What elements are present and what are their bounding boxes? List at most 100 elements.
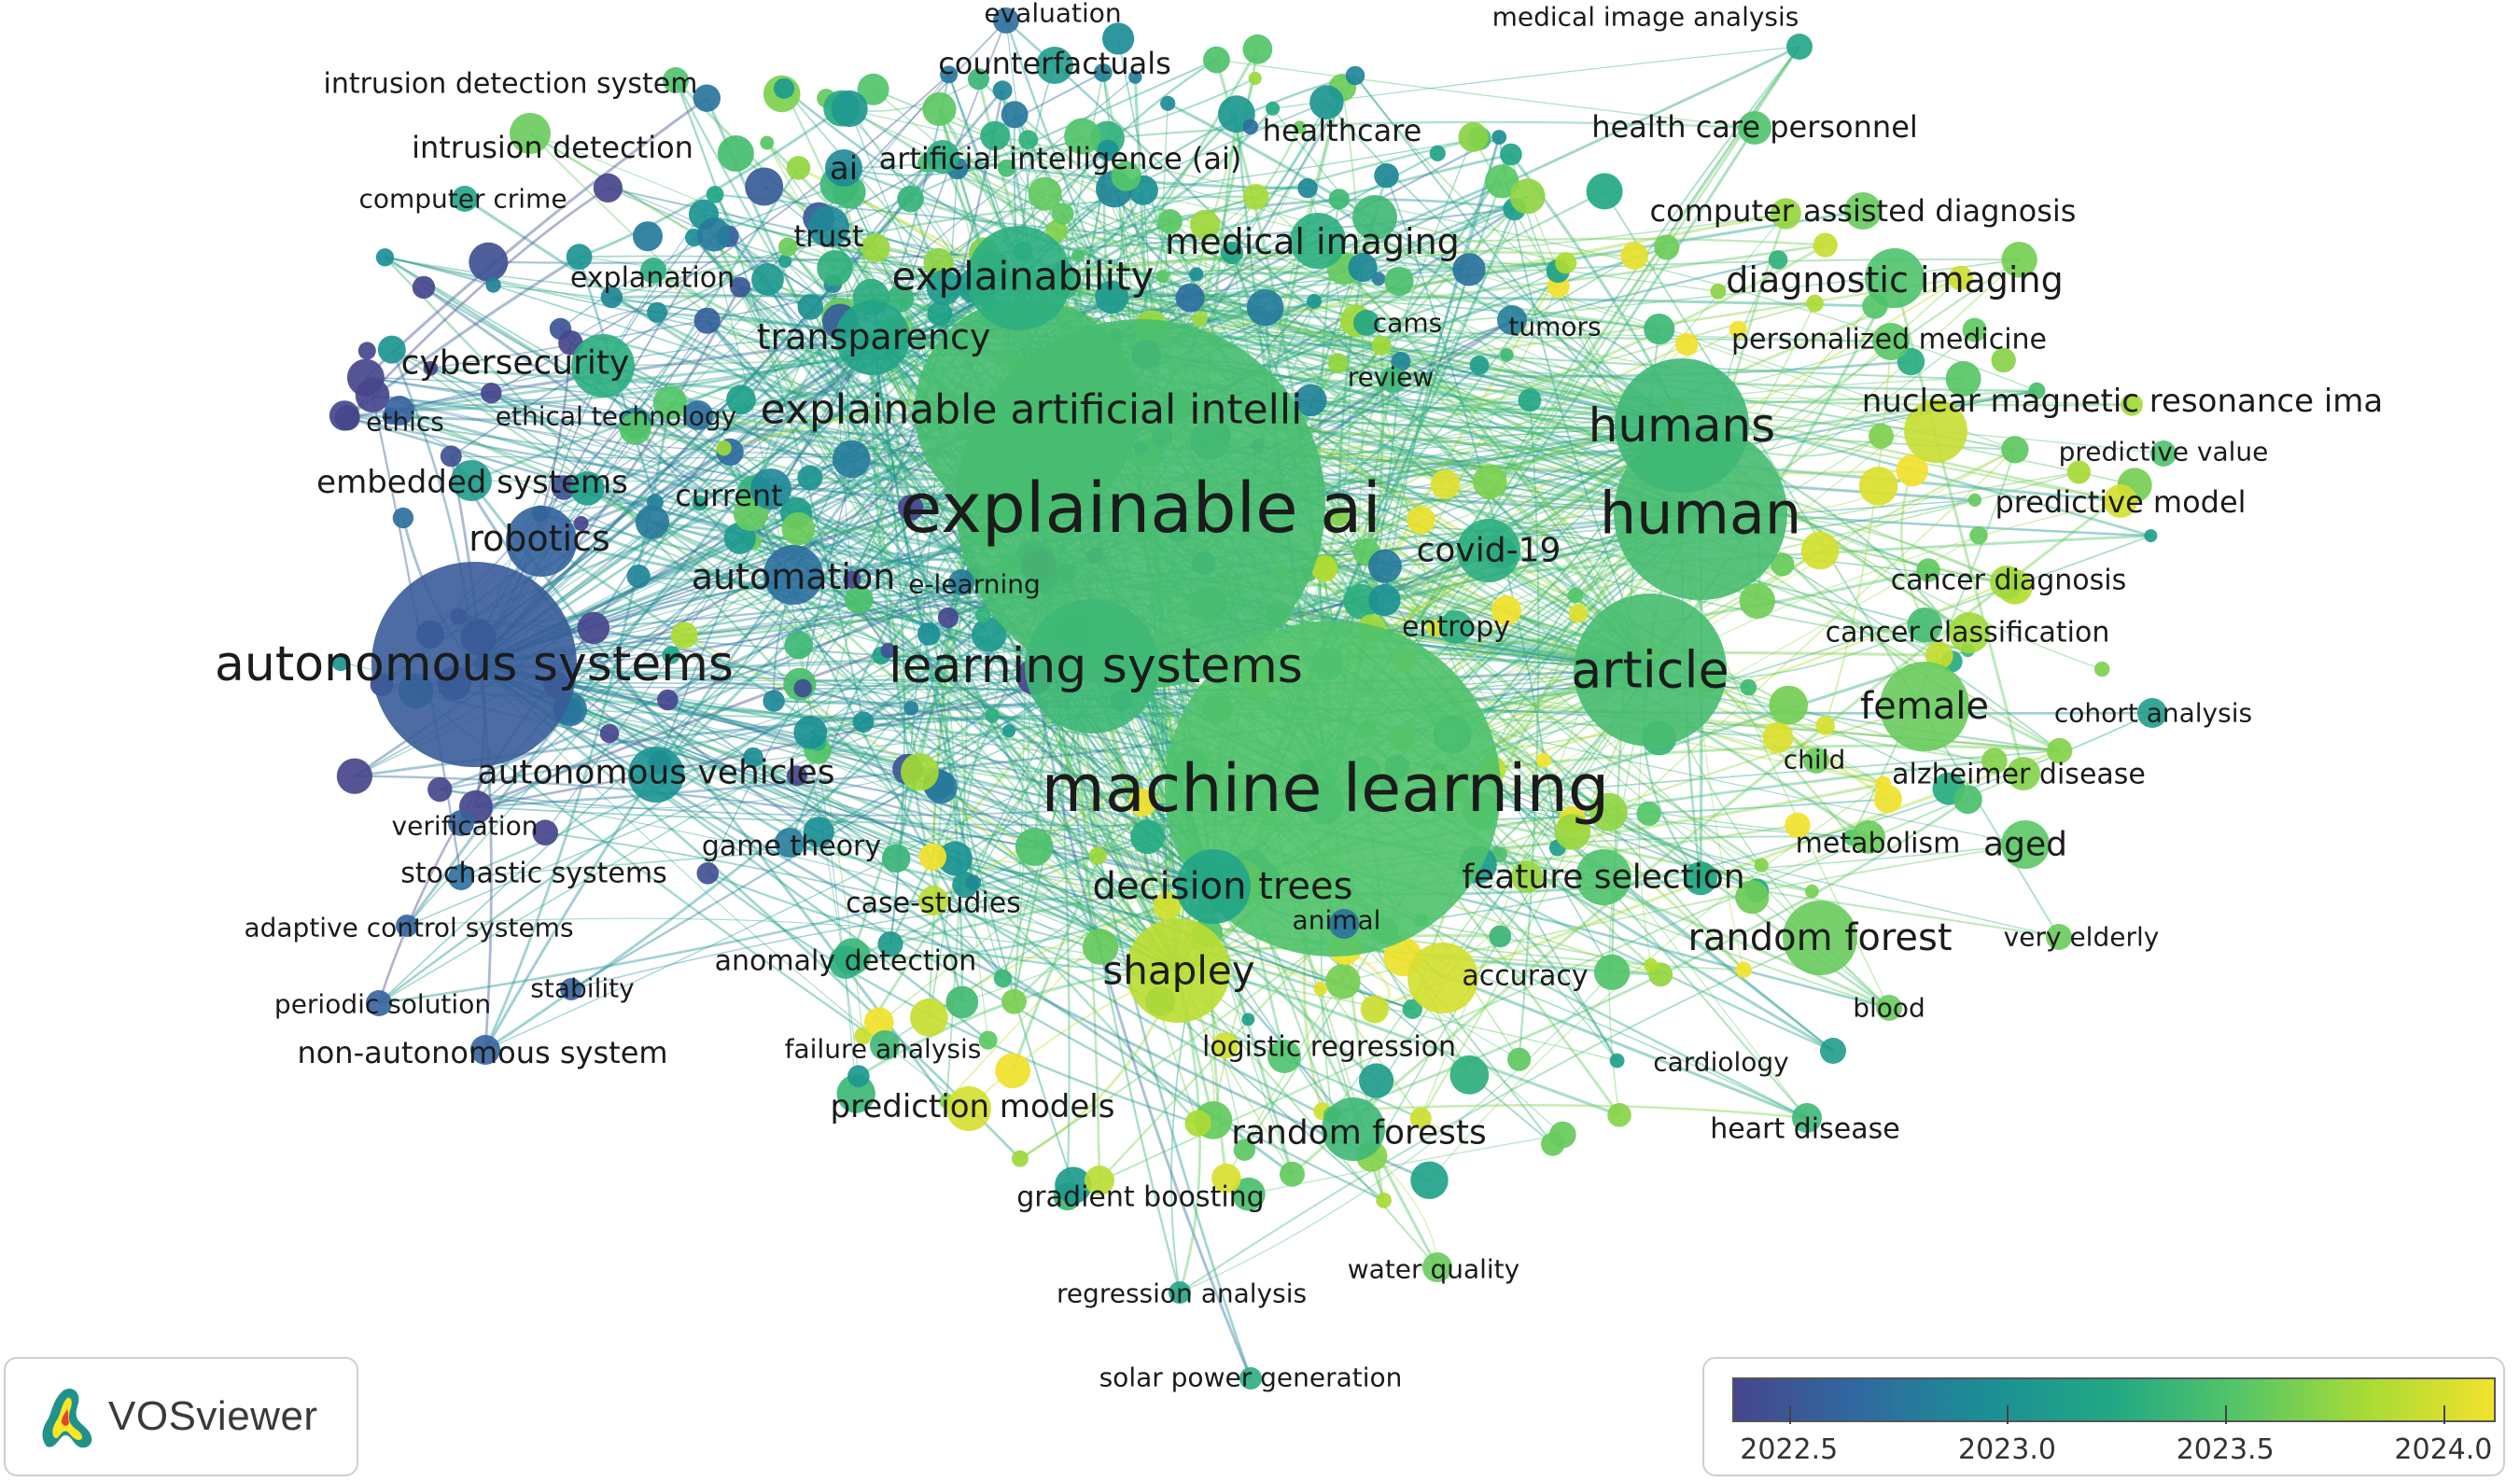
keyword-node[interactable] bbox=[784, 630, 814, 660]
keyword-node[interactable] bbox=[693, 84, 721, 112]
keyword-node[interactable] bbox=[1295, 384, 1327, 417]
keyword-node[interactable] bbox=[887, 285, 915, 313]
keyword-node[interactable] bbox=[763, 545, 823, 605]
keyword-node[interactable] bbox=[1449, 1055, 1490, 1095]
keyword-node[interactable] bbox=[1593, 954, 1631, 990]
keyword-node[interactable] bbox=[847, 1065, 870, 1087]
keyword-node[interactable] bbox=[1036, 47, 1073, 84]
keyword-node[interactable] bbox=[1246, 288, 1284, 327]
keyword-node[interactable] bbox=[1325, 964, 1361, 999]
keyword-node[interactable] bbox=[573, 515, 589, 531]
keyword-node[interactable] bbox=[917, 622, 941, 646]
keyword-node[interactable] bbox=[423, 360, 439, 376]
keyword-node[interactable] bbox=[2028, 382, 2046, 399]
keyword-node[interactable] bbox=[1220, 241, 1244, 265]
keyword-node[interactable] bbox=[898, 495, 924, 521]
keyword-node[interactable] bbox=[897, 185, 924, 213]
keyword-node[interactable] bbox=[1353, 310, 1379, 336]
keyword-node[interactable] bbox=[1469, 355, 1490, 375]
keyword-node[interactable] bbox=[903, 701, 919, 716]
keyword-node[interactable] bbox=[1762, 721, 1794, 753]
keyword-node[interactable] bbox=[1509, 178, 1546, 215]
keyword-node[interactable] bbox=[854, 1027, 872, 1045]
keyword-node[interactable] bbox=[1203, 46, 1230, 74]
keyword-node[interactable] bbox=[940, 65, 959, 84]
keyword-node[interactable] bbox=[1085, 1166, 1114, 1195]
keyword-node[interactable] bbox=[1242, 184, 1269, 210]
keyword-node[interactable] bbox=[1410, 1161, 1449, 1199]
keyword-node[interactable] bbox=[396, 915, 418, 937]
keyword-node[interactable] bbox=[599, 723, 620, 744]
keyword-node[interactable] bbox=[1153, 891, 1182, 921]
keyword-node[interactable] bbox=[1189, 209, 1221, 241]
keyword-node[interactable] bbox=[1093, 63, 1113, 82]
keyword-node[interactable] bbox=[452, 186, 478, 212]
keyword-node[interactable] bbox=[1231, 1177, 1266, 1211]
keyword-node[interactable] bbox=[1157, 209, 1183, 234]
keyword-node[interactable] bbox=[857, 73, 889, 105]
keyword-node[interactable] bbox=[946, 1086, 991, 1131]
keyword-node[interactable] bbox=[1001, 724, 1016, 738]
keyword-node[interactable] bbox=[1422, 1252, 1452, 1282]
keyword-node[interactable] bbox=[427, 776, 453, 803]
keyword-node[interactable] bbox=[797, 294, 824, 320]
keyword-node[interactable] bbox=[1248, 71, 1262, 86]
keyword-node[interactable] bbox=[1729, 320, 1747, 339]
keyword-node[interactable] bbox=[1407, 506, 1435, 535]
keyword-node[interactable] bbox=[377, 335, 406, 364]
keyword-node[interactable] bbox=[1953, 785, 1982, 815]
keyword-node[interactable] bbox=[696, 862, 720, 885]
keyword-node[interactable] bbox=[1904, 399, 1967, 463]
keyword-node[interactable] bbox=[817, 250, 853, 286]
keyword-node[interactable] bbox=[971, 617, 1007, 652]
keyword-node[interactable] bbox=[2104, 484, 2137, 518]
keyword-node[interactable] bbox=[1644, 957, 1659, 972]
keyword-node[interactable] bbox=[985, 708, 1000, 723]
keyword-node[interactable] bbox=[2046, 924, 2072, 950]
keyword-node[interactable] bbox=[1311, 555, 1338, 582]
keyword-node[interactable] bbox=[2094, 661, 2110, 678]
keyword-node[interactable] bbox=[1806, 294, 1824, 313]
keyword-node[interactable] bbox=[470, 1035, 500, 1065]
keyword-node[interactable] bbox=[697, 217, 732, 252]
keyword-node[interactable] bbox=[760, 135, 775, 150]
keyword-node[interactable] bbox=[1644, 314, 1675, 345]
keyword-node[interactable] bbox=[877, 931, 903, 957]
keyword-node[interactable] bbox=[1426, 619, 1445, 637]
keyword-node[interactable] bbox=[571, 334, 635, 398]
keyword-node[interactable] bbox=[927, 300, 953, 327]
keyword-node[interactable] bbox=[2150, 440, 2177, 467]
keyword-node[interactable] bbox=[825, 149, 862, 187]
keyword-node[interactable] bbox=[743, 747, 763, 768]
keyword-node[interactable] bbox=[918, 843, 947, 871]
keyword-node[interactable] bbox=[1293, 120, 1307, 134]
keyword-node[interactable] bbox=[1367, 549, 1402, 583]
keyword-node[interactable] bbox=[577, 611, 610, 645]
keyword-node[interactable] bbox=[375, 248, 395, 267]
keyword-node[interactable] bbox=[835, 300, 910, 375]
keyword-node[interactable] bbox=[1429, 145, 1446, 161]
keyword-node[interactable] bbox=[1472, 465, 1507, 499]
keyword-node[interactable] bbox=[1738, 111, 1771, 145]
keyword-node[interactable] bbox=[1169, 1281, 1191, 1304]
keyword-node[interactable] bbox=[1088, 846, 1108, 865]
keyword-node[interactable] bbox=[1896, 454, 1928, 487]
keyword-node[interactable] bbox=[1192, 311, 1208, 328]
keyword-node[interactable] bbox=[2144, 529, 2158, 543]
keyword-node[interactable] bbox=[1379, 367, 1406, 393]
keyword-node[interactable] bbox=[1740, 678, 1757, 696]
keyword-node[interactable] bbox=[2121, 393, 2143, 416]
keyword-node[interactable] bbox=[1710, 283, 1727, 300]
keyword-node[interactable] bbox=[1051, 203, 1074, 225]
keyword-node[interactable] bbox=[1770, 198, 1801, 230]
keyword-node[interactable] bbox=[2137, 698, 2167, 728]
keyword-node[interactable] bbox=[1518, 388, 1542, 412]
keyword-node[interactable] bbox=[1962, 317, 1987, 342]
keyword-node[interactable] bbox=[726, 384, 756, 415]
keyword-node[interactable] bbox=[1001, 101, 1029, 129]
keyword-node[interactable] bbox=[992, 80, 1013, 101]
keyword-node[interactable] bbox=[1803, 747, 1829, 774]
keyword-node[interactable] bbox=[1458, 121, 1489, 152]
keyword-node[interactable] bbox=[1165, 621, 1501, 957]
keyword-node[interactable] bbox=[532, 819, 558, 845]
